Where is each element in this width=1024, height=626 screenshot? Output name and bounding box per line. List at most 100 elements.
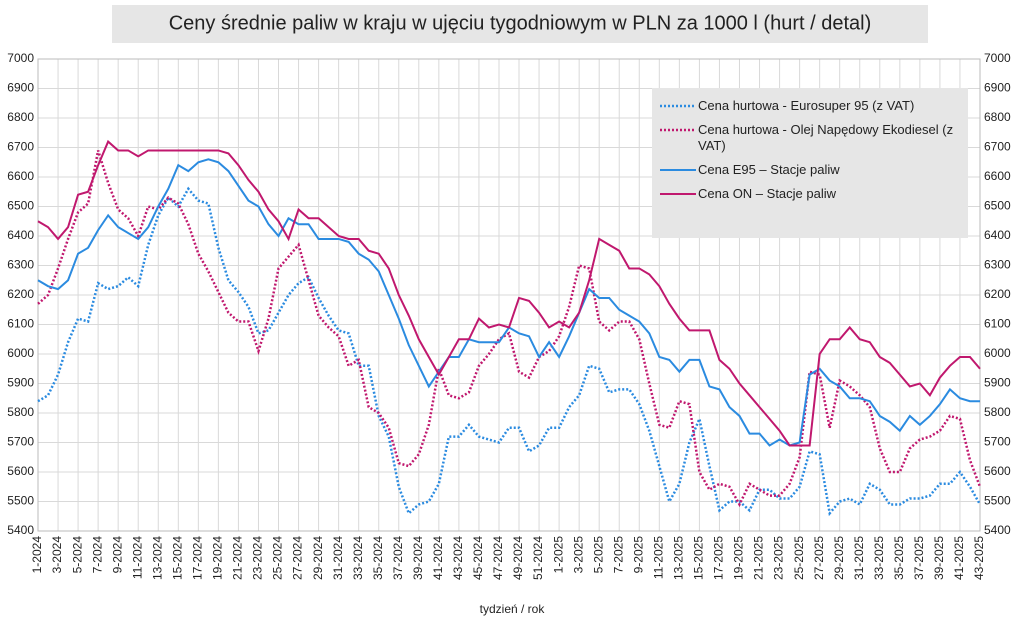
- plot-border: [37, 58, 981, 532]
- y-tick-label: 5800: [7, 405, 34, 419]
- x-tick-label: 37-2025: [912, 536, 926, 580]
- y2-tick-label: 6200: [984, 287, 1011, 301]
- y2-tick-label: 5800: [984, 405, 1011, 419]
- x-tick-label: 17-2024: [191, 536, 205, 580]
- y-tick-label: 5600: [7, 464, 34, 478]
- y-tick-label: 5400: [7, 523, 34, 537]
- line-series: [37, 186, 982, 517]
- y2-tick-label: 5700: [984, 435, 1011, 449]
- y-tick-label: 6700: [7, 140, 34, 154]
- x-tick-label: 15-2025: [692, 536, 706, 580]
- y-tick-label: 6000: [7, 346, 34, 360]
- y-tick-label: 6300: [7, 258, 34, 272]
- x-tick-label: 41-2024: [431, 536, 445, 580]
- legend-label: Cena hurtowa - Olej Napędowy Ekodiesel (…: [698, 122, 954, 153]
- x-tick-label: 49-2024: [511, 536, 525, 580]
- legend-swatch: [660, 104, 696, 108]
- y2-tick-label: 7000: [984, 51, 1011, 65]
- x-tick-label: 11-2025: [651, 536, 665, 579]
- x-tick-label: 23-2025: [772, 536, 786, 580]
- line-series: [37, 139, 981, 447]
- x-tick-label: 47-2024: [491, 536, 505, 580]
- y2-tick-label: 6800: [984, 110, 1011, 124]
- x-tick-label: 33-2025: [872, 536, 886, 580]
- x-tick-label: 43-2024: [451, 536, 465, 580]
- y-tick-label: 6100: [7, 317, 34, 331]
- y2-tick-label: 6300: [984, 258, 1011, 272]
- chart-title: Ceny średnie paliw w kraju w ujęciu tygo…: [169, 12, 872, 34]
- legend-label: Cena ON – Stacje paliw: [698, 186, 837, 201]
- y-tick-label: 6800: [7, 110, 34, 124]
- legend-entry: Cena E95 – Stacje paliw: [658, 162, 962, 178]
- x-tick-label: 29-2025: [832, 536, 846, 580]
- y-tick-label: 5700: [7, 435, 34, 449]
- y2-tick-label: 5900: [984, 376, 1011, 390]
- y-tick-label: 6200: [7, 287, 34, 301]
- x-tick-label: 31-2025: [852, 536, 866, 580]
- x-tick-label: 25-2024: [271, 536, 285, 580]
- y2-tick-label: 6000: [984, 346, 1011, 360]
- legend: Cena hurtowa - Eurosuper 95 (z VAT) Cena …: [652, 88, 968, 238]
- legend-label: Cena E95 – Stacje paliw: [698, 162, 840, 177]
- y2-tick-label: 6900: [984, 81, 1011, 95]
- x-tick-label: 37-2024: [391, 536, 405, 580]
- x-tick-label: 3-2024: [50, 536, 64, 574]
- y-tick-label: 5500: [7, 494, 34, 508]
- x-tick-label: 19-2024: [211, 536, 225, 580]
- x-tick-label: 17-2025: [712, 536, 726, 580]
- x-tick-label: 27-2025: [812, 536, 826, 580]
- x-tick-label: 5-2025: [591, 536, 605, 574]
- x-tick-label: 9-2024: [110, 536, 124, 574]
- x-tick-label: 1-2025: [551, 536, 565, 574]
- y2-tick-label: 6500: [984, 199, 1011, 213]
- y2-tick-label: 6700: [984, 140, 1011, 154]
- y2-tick-label: 6600: [984, 169, 1011, 183]
- x-tick-label: 39-2024: [411, 536, 425, 580]
- x-tick-label: 43-2025: [972, 536, 986, 580]
- x-tick-label: 9-2025: [631, 536, 645, 574]
- legend-label: Cena hurtowa - Eurosuper 95 (z VAT): [698, 98, 915, 113]
- x-tick-label: 51-2024: [531, 536, 545, 580]
- x-tick-label: 27-2024: [291, 536, 305, 580]
- x-tick-label: 13-2025: [672, 536, 686, 580]
- legend-swatch: [660, 169, 696, 171]
- x-tick-label: 3-2025: [571, 536, 585, 574]
- y-tick-label: 6400: [7, 228, 34, 242]
- x-tick-label: 23-2024: [251, 536, 265, 580]
- y-tick-label: 6600: [7, 169, 34, 183]
- y-tick-label: 7000: [7, 51, 34, 65]
- x-tick-label: 11-2024: [130, 536, 144, 579]
- y2-tick-label: 5500: [984, 494, 1011, 508]
- x-tick-label: 21-2024: [231, 536, 245, 580]
- x-tick-label: 15-2024: [170, 536, 184, 580]
- x-tick-label: 21-2025: [752, 536, 766, 580]
- x-axis-label: tydzień / rok: [480, 602, 546, 616]
- x-tick-label: 5-2024: [70, 536, 84, 574]
- y2-tick-label: 5600: [984, 464, 1011, 478]
- y2-tick-label: 6400: [984, 228, 1011, 242]
- x-tick-label: 31-2024: [331, 536, 345, 580]
- legend-swatch: [660, 193, 696, 195]
- title-box: [112, 5, 928, 43]
- x-tick-label: 13-2024: [150, 536, 164, 580]
- x-tick-label: 35-2025: [892, 536, 906, 580]
- x-tick-label: 45-2024: [471, 536, 485, 580]
- x-tick-label: 29-2024: [311, 536, 325, 580]
- x-tick-label: 25-2025: [792, 536, 806, 580]
- x-tick-label: 33-2024: [351, 536, 365, 580]
- x-tick-label: 35-2024: [371, 536, 385, 580]
- x-tick-label: 19-2025: [732, 536, 746, 580]
- y-tick-label: 6900: [7, 81, 34, 95]
- x-tick-label: 39-2025: [932, 536, 946, 580]
- legend-entry: Cena hurtowa - Olej Napędowy Ekodiesel (…: [658, 122, 962, 154]
- legend-entry: Cena ON – Stacje paliw: [658, 186, 962, 202]
- legend-swatch: [660, 128, 696, 132]
- y-tick-label: 6500: [7, 199, 34, 213]
- legend-entry: Cena hurtowa - Eurosuper 95 (z VAT): [658, 98, 962, 114]
- x-tick-label: 7-2025: [611, 536, 625, 574]
- y2-tick-label: 5400: [984, 523, 1011, 537]
- x-tick-label: 1-2024: [30, 536, 44, 574]
- x-tick-label: 41-2025: [952, 536, 966, 580]
- y2-tick-label: 6100: [984, 317, 1011, 331]
